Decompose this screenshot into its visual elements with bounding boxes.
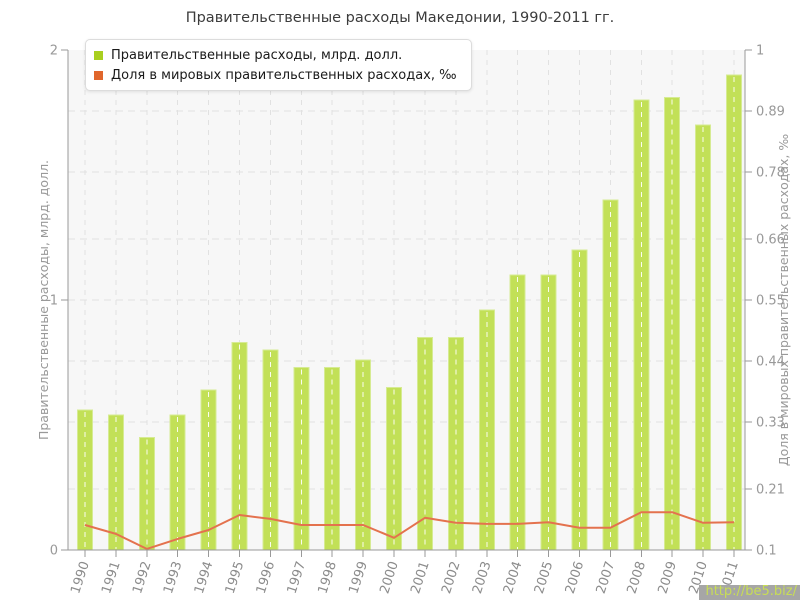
legend-swatch-line-icon <box>94 70 103 80</box>
bar-1990 <box>77 409 93 551</box>
svg-text:1990: 1990 <box>68 560 92 596</box>
svg-text:0.33: 0.33 <box>756 416 785 431</box>
svg-text:2005: 2005 <box>532 560 556 596</box>
svg-text:2002: 2002 <box>439 560 463 596</box>
left-axis-ticks: 0 1 2 <box>50 44 68 559</box>
svg-text:0.78: 0.78 <box>756 166 785 181</box>
legend-swatch-bar-icon <box>94 50 103 60</box>
svg-text:0.89: 0.89 <box>756 105 785 120</box>
svg-text:0.44: 0.44 <box>756 355 785 370</box>
chart-legend: Правительственные расходы, млрд. долл. Д… <box>85 39 472 91</box>
svg-text:2007: 2007 <box>594 560 618 596</box>
svg-text:1995: 1995 <box>223 560 247 596</box>
svg-text:2009: 2009 <box>656 560 680 596</box>
svg-text:0.66: 0.66 <box>756 232 785 247</box>
svg-text:1994: 1994 <box>192 560 216 596</box>
legend-item-world-share: Доля в мировых правительственных расхода… <box>94 65 457 85</box>
legend-item-expenditures: Правительственные расходы, млрд. долл. <box>94 45 457 65</box>
svg-text:2003: 2003 <box>470 560 494 596</box>
svg-text:0.1: 0.1 <box>756 544 777 559</box>
chart-title: Правительственные расходы Македонии, 199… <box>185 10 615 26</box>
svg-text:1998: 1998 <box>316 560 340 596</box>
svg-text:1996: 1996 <box>254 560 278 596</box>
horizontal-gridlines <box>68 110 745 490</box>
right-axis-ticks: 0.1 0.21 0.33 0.44 0.55 0.66 0.78 0.89 1 <box>745 44 785 559</box>
svg-text:2006: 2006 <box>563 560 587 596</box>
svg-text:2000: 2000 <box>377 560 401 596</box>
svg-text:1: 1 <box>50 294 58 309</box>
svg-text:2001: 2001 <box>408 560 432 596</box>
svg-text:2004: 2004 <box>501 560 525 596</box>
svg-text:0.55: 0.55 <box>756 294 785 309</box>
left-axis-title: Правительственные расходы, млрд. долл. <box>36 159 51 441</box>
share-line <box>84 511 735 550</box>
watermark-link[interactable]: http://be5.biz/ <box>699 585 800 600</box>
svg-text:0.21: 0.21 <box>756 482 785 497</box>
svg-text:1: 1 <box>756 44 764 59</box>
svg-text:2008: 2008 <box>625 560 649 596</box>
right-axis-title: Доля в мировых правительственных расхода… <box>776 133 791 467</box>
svg-text:2: 2 <box>50 44 58 59</box>
svg-text:1991: 1991 <box>99 560 123 596</box>
x-axis-ticks: 1990 1991 1992 1993 1994 1995 1996 1997 1998 1999… <box>68 550 742 596</box>
svg-text:1993: 1993 <box>161 560 185 596</box>
bar-gridline-overlays <box>84 77 735 549</box>
svg-text:1992: 1992 <box>130 560 154 596</box>
legend-label-expenditures: Правительственные расходы, млрд. долл. <box>111 47 403 63</box>
legend-label-world-share: Доля в мировых правительственных расхода… <box>111 67 457 83</box>
svg-text:1999: 1999 <box>346 560 370 596</box>
svg-text:1997: 1997 <box>285 560 309 596</box>
svg-text:0: 0 <box>50 544 58 559</box>
